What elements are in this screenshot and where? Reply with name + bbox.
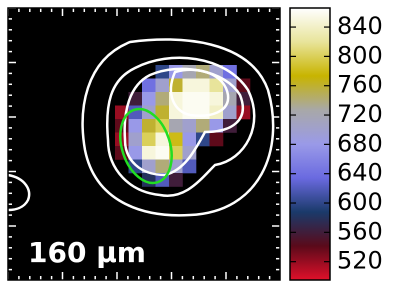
pixel (169, 119, 183, 133)
colorbar-tick-label: 600 (337, 188, 383, 216)
pixel (129, 133, 143, 147)
colorbar-tick-label: 840 (337, 12, 383, 40)
pixel (183, 79, 197, 93)
pixel (196, 92, 210, 106)
pixel (183, 92, 197, 106)
pixel (196, 106, 210, 120)
colorbar-tick-label: 720 (337, 100, 383, 128)
pixel (223, 92, 237, 106)
colorbar-tick-label: 520 (337, 247, 383, 275)
pixel (156, 160, 170, 174)
chart: 160 μm 520560600640680720760800840 (0, 0, 403, 283)
band-label: 160 μm (28, 236, 146, 269)
pixel (156, 92, 170, 106)
pixel (196, 79, 210, 93)
pixel (156, 79, 170, 93)
pixel (142, 79, 156, 93)
pixel (142, 146, 156, 160)
pixel (169, 173, 183, 187)
colorbar-tick-label: 760 (337, 71, 383, 99)
pixel (142, 133, 156, 147)
pixel (183, 119, 197, 133)
pixel (142, 119, 156, 133)
pixel (156, 146, 170, 160)
pixel (210, 92, 224, 106)
colorbar-tick-label: 640 (337, 159, 383, 187)
colorbar-tick-label: 680 (337, 129, 383, 157)
pixel (210, 133, 224, 147)
pixel (142, 92, 156, 106)
colorbar-tick-label: 800 (337, 41, 383, 69)
pixel (183, 65, 197, 79)
pixel (129, 119, 143, 133)
colorbar-tick-label: 560 (337, 217, 383, 245)
pixel (183, 133, 197, 147)
